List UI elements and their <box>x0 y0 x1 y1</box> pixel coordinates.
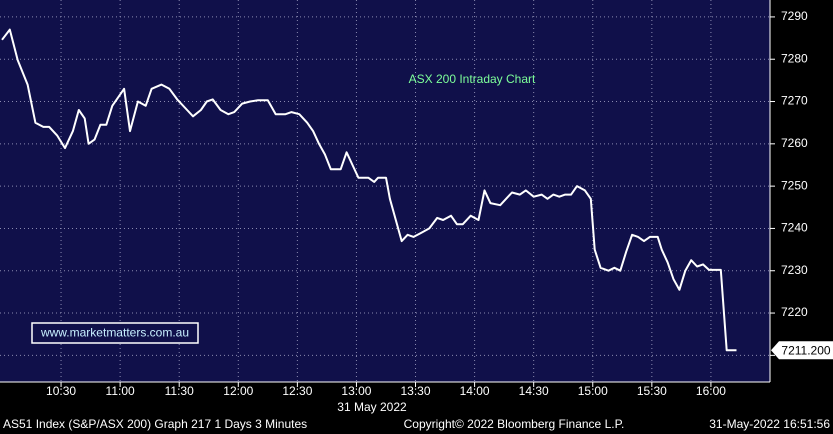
x-tick-label: 10:30 <box>46 384 76 398</box>
footer-center: Copyright© 2022 Bloomberg Finance L.P. <box>404 417 625 431</box>
y-tick-label: 7290 <box>781 9 808 23</box>
footer-right: 31-May-2022 16:51:56 <box>709 417 830 431</box>
x-tick-label: 12:00 <box>223 384 253 398</box>
x-tick-label: 14:30 <box>519 384 549 398</box>
last-price-box <box>771 341 833 360</box>
x-tick-label: 16:00 <box>696 384 726 398</box>
y-tick-label: 7260 <box>781 136 808 150</box>
price-line <box>1 28 737 352</box>
y-tick-label: 7230 <box>781 263 808 277</box>
x-tick-label: 11:30 <box>165 384 194 398</box>
y-tick-label: 7220 <box>781 305 808 319</box>
x-tick-label: 12:30 <box>282 384 312 398</box>
x-tick-label: 14:00 <box>460 384 490 398</box>
chart-title: ASX 200 Intraday Chart <box>409 72 536 86</box>
footer-left: AS51 Index (S&P/ASX 200) Graph 217 1 Day… <box>3 417 307 431</box>
x-tick-label: 13:00 <box>341 384 371 398</box>
y-tick-label: 7240 <box>781 221 808 235</box>
x-tick-label: 15:00 <box>578 384 608 398</box>
x-tick-label: 13:30 <box>401 384 431 398</box>
watermark: www.marketmatters.com.au <box>40 326 189 340</box>
date-label: 31 May 2022 <box>337 400 407 414</box>
watermark-box <box>31 322 199 344</box>
x-tick-label: 15:30 <box>637 384 667 398</box>
plot-area <box>0 0 770 382</box>
y-tick-label: 7270 <box>781 94 808 108</box>
y-tick-label: 7250 <box>781 178 808 192</box>
last-price-label: 7211.200 <box>781 343 830 357</box>
x-tick-label: 11:00 <box>106 384 135 398</box>
y-tick-label: 7280 <box>781 51 808 65</box>
